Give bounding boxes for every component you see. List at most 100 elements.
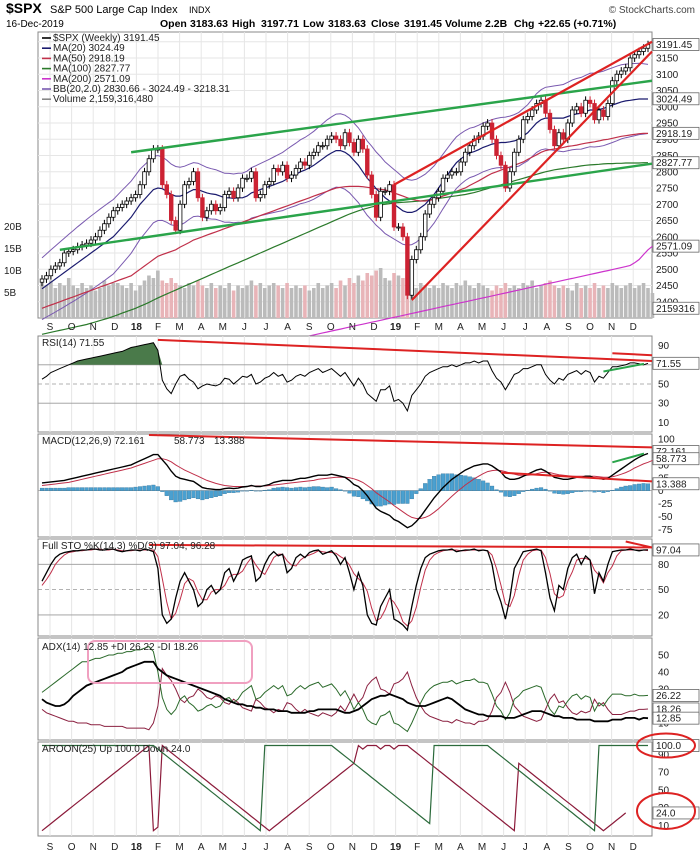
aroon-panel: 9070503010AROON(25) Up 100.0 Down 24.010… xyxy=(37,732,700,853)
candle xyxy=(423,213,428,238)
price-tick-label: 3050 xyxy=(656,86,679,97)
volume-bar xyxy=(441,283,445,318)
volume-bar xyxy=(552,285,557,318)
macd-tick-label: 50 xyxy=(658,460,670,471)
volume-tick-label: 20B xyxy=(4,222,22,233)
macd-histogram-bar xyxy=(44,487,49,491)
macd-histogram-bar xyxy=(449,473,454,491)
volume-bar xyxy=(352,283,356,318)
price-tick-label: 2950 xyxy=(656,119,679,130)
macd-histogram-bar xyxy=(467,476,472,491)
volume-bar xyxy=(98,288,102,318)
x-tick-label: O xyxy=(68,322,76,333)
candle xyxy=(405,236,410,296)
macd-histogram-bar xyxy=(632,484,637,491)
open-label: Open xyxy=(160,18,187,30)
macd-histogram-bar xyxy=(293,487,299,491)
candle xyxy=(574,106,579,111)
volume-bar xyxy=(414,288,419,318)
macd-histogram-bar xyxy=(218,490,223,496)
macd-histogram-bar xyxy=(102,487,107,491)
macd-histogram-bar xyxy=(200,490,205,501)
volume-bar xyxy=(454,283,459,318)
candle xyxy=(578,106,584,114)
sto-panel-frame xyxy=(37,538,653,637)
low-label: Low xyxy=(303,18,325,30)
macd-histogram-bar xyxy=(342,490,348,492)
volume-bar xyxy=(249,280,254,318)
candle xyxy=(231,190,236,199)
x-tick-label: S xyxy=(565,322,572,333)
candle xyxy=(494,138,499,156)
candle xyxy=(587,99,593,104)
volume-bar xyxy=(271,283,276,318)
macd-histogram-bar xyxy=(605,490,610,492)
candle xyxy=(195,171,201,199)
x-tick-label: N xyxy=(608,842,615,853)
price-tick-label: 2650 xyxy=(656,216,679,227)
adx-right-label: 18.26 xyxy=(656,704,681,715)
macd-histogram-bar xyxy=(227,490,232,493)
price-right-label-box xyxy=(652,156,700,170)
legend-entry: Volume 2,159,316,480 xyxy=(53,94,154,105)
x-tick-label: 19 xyxy=(390,322,402,333)
macd-histogram-bar xyxy=(547,490,553,492)
volume-bar xyxy=(592,283,597,318)
macd-histogram-bar xyxy=(458,475,463,491)
price-right-label: 2159316 xyxy=(656,304,695,315)
volume-bar xyxy=(646,288,650,318)
candle xyxy=(307,155,312,166)
volume-bar xyxy=(432,285,436,318)
candle xyxy=(561,132,566,140)
macd-tick-label: 100 xyxy=(658,435,675,446)
volume-bar xyxy=(62,285,67,318)
price-panel-frame xyxy=(37,31,653,319)
macd-histogram-bar xyxy=(280,486,285,491)
macd-histogram-bar xyxy=(489,485,495,491)
volume-bar xyxy=(120,285,125,318)
sto-tick-label: 80 xyxy=(658,560,670,571)
candle xyxy=(128,197,134,202)
candle xyxy=(516,138,521,153)
macd-histogram-bar xyxy=(641,483,646,491)
aroon-down-circle xyxy=(636,791,696,830)
macd-histogram-bar xyxy=(186,490,192,500)
adx-tick-label: 50 xyxy=(658,651,670,662)
candle xyxy=(458,161,464,173)
sto-panel: 80 50 20 Full STO %K(14,3) %D(3) 97.04, 96.… xyxy=(37,538,700,637)
candle xyxy=(601,109,606,117)
macd-histogram-bar xyxy=(137,486,143,491)
volume-bar xyxy=(280,288,285,318)
candle xyxy=(213,203,218,212)
candle xyxy=(369,174,374,195)
price-right-label-box xyxy=(652,126,700,140)
candle xyxy=(53,265,58,270)
candle xyxy=(525,116,530,121)
rsi-tick-label: 10 xyxy=(658,418,670,429)
volume-bar xyxy=(628,283,632,318)
volume-bar xyxy=(129,283,133,318)
volume-bar xyxy=(601,285,606,318)
adx-right-label-box xyxy=(652,689,700,702)
macd-histogram-bar xyxy=(106,487,111,491)
candle xyxy=(320,145,325,148)
candle xyxy=(57,262,63,267)
volume-bar xyxy=(285,283,289,318)
macd-histogram-bar xyxy=(316,486,321,491)
x-tick-label: 19 xyxy=(390,842,402,853)
macd-histogram-bar xyxy=(472,477,477,491)
aroon-right-label-box xyxy=(652,806,700,820)
volume-bar xyxy=(525,285,530,318)
x-tick-label: D xyxy=(370,842,377,853)
candle xyxy=(547,112,553,130)
volume-bar xyxy=(254,285,258,318)
x-tick-label: N xyxy=(90,322,97,333)
volume-bar xyxy=(463,280,468,318)
volume-bar xyxy=(579,288,583,318)
volume-bar xyxy=(583,285,588,318)
macd-histogram-bar xyxy=(539,487,544,491)
volume-bar xyxy=(320,288,325,318)
macd-tick-label: -75 xyxy=(658,525,673,536)
